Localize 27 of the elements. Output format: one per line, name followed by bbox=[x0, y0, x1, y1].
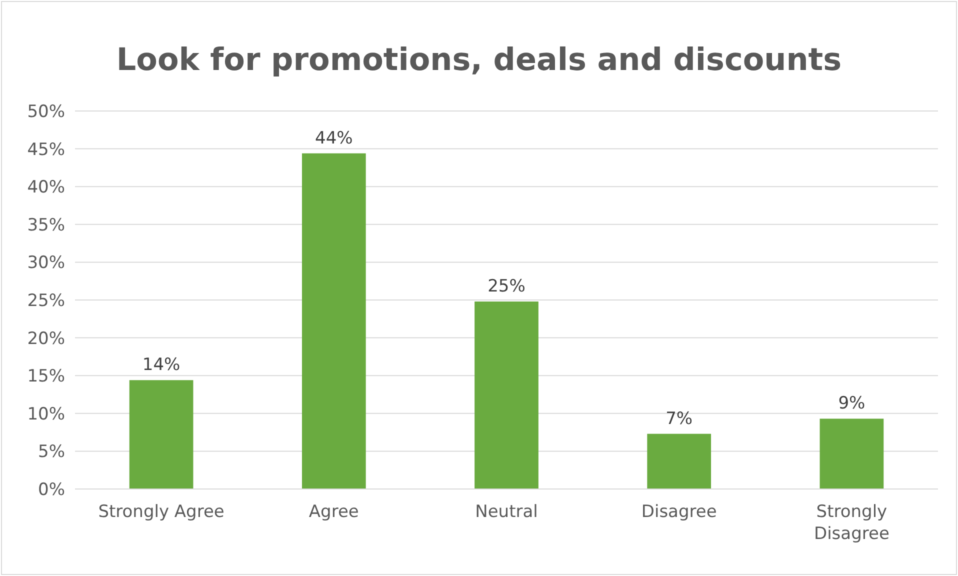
bar bbox=[474, 302, 538, 489]
x-tick-label: Strongly Disagree bbox=[814, 502, 890, 544]
y-tick-label: 40% bbox=[27, 178, 65, 198]
data-label: 14% bbox=[142, 355, 180, 376]
chart-title: Look for promotions, deals and discounts bbox=[116, 42, 842, 78]
bar bbox=[129, 380, 194, 489]
bar bbox=[302, 153, 366, 489]
y-tick-label: 0% bbox=[38, 480, 65, 500]
x-tick-label: Strongly Agree bbox=[98, 502, 224, 522]
x-tick-label: Disagree bbox=[641, 502, 717, 522]
data-label: 44% bbox=[315, 128, 353, 148]
y-tick-label: 25% bbox=[27, 290, 65, 311]
y-tick-label: 20% bbox=[27, 328, 65, 349]
x-tick-label: Neutral bbox=[475, 502, 538, 522]
y-tick-label: 15% bbox=[27, 366, 65, 387]
y-tick-label: 50% bbox=[27, 102, 65, 122]
y-tick-label: 35% bbox=[27, 215, 65, 236]
bar bbox=[647, 434, 712, 489]
data-label: 7% bbox=[666, 408, 693, 429]
y-tick-label: 30% bbox=[27, 253, 65, 274]
bar bbox=[820, 418, 884, 489]
data-label: 25% bbox=[488, 276, 526, 297]
y-tick-label: 10% bbox=[27, 404, 65, 424]
y-tick-label: 5% bbox=[38, 442, 65, 462]
data-label: 9% bbox=[838, 394, 866, 414]
y-tick-label: 45% bbox=[27, 140, 65, 160]
x-tick-label: Agree bbox=[308, 502, 359, 522]
